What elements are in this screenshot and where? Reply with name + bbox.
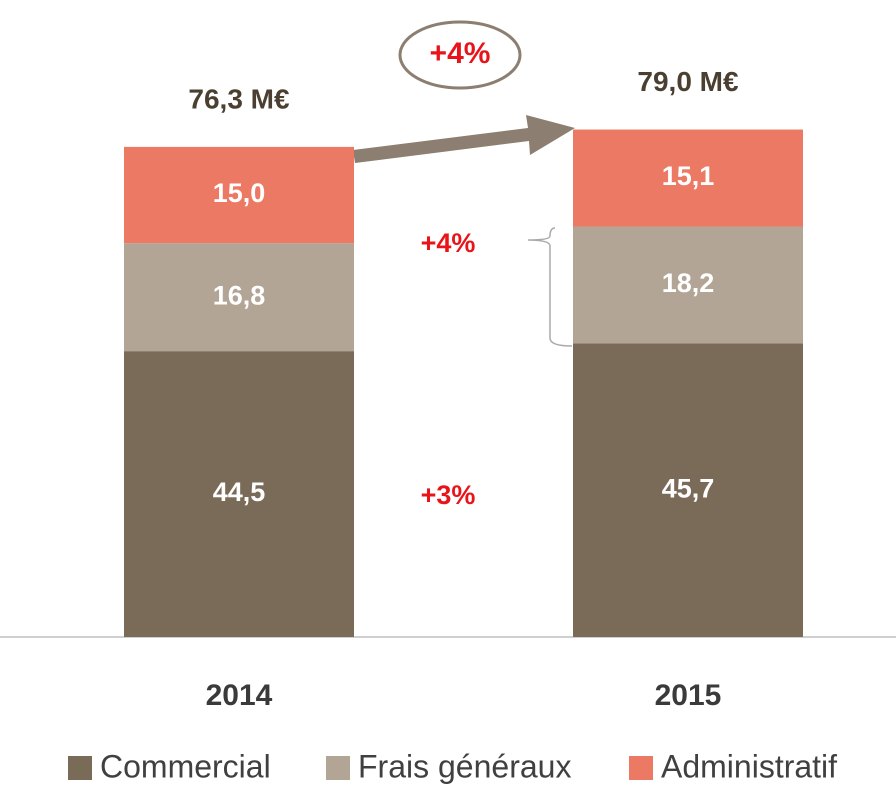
bracket: [527, 227, 573, 347]
legend-swatch: [326, 756, 350, 780]
legend-label: Commercial: [100, 748, 271, 784]
bar-segment: [124, 146, 354, 244]
value-label: 16,8: [213, 280, 266, 310]
value-label: 18,2: [662, 268, 715, 298]
total-label: 79,0 M€: [637, 66, 739, 97]
annotation: +4%: [430, 37, 491, 70]
growth-arrow: [353, 115, 575, 163]
annotation: +4%: [421, 228, 476, 258]
value-label: 15,1: [662, 161, 715, 191]
x-tick-label: 2015: [655, 679, 722, 712]
value-label: 44,5: [213, 477, 266, 507]
legend-label: Frais généraux: [358, 748, 571, 784]
annotation: +3%: [421, 480, 476, 510]
bar-segment: [573, 129, 803, 227]
total-label: 76,3 M€: [188, 83, 290, 114]
x-tick-label: 2014: [206, 679, 273, 712]
bar-segment: [573, 226, 803, 344]
annotation-circle: [398, 20, 522, 90]
legend-swatch: [68, 756, 92, 780]
legend-swatch: [629, 756, 653, 780]
bar-segment: [573, 343, 803, 637]
legend-label: Administratif: [661, 748, 837, 784]
value-label: 15,0: [213, 178, 266, 208]
bar-segment: [124, 351, 354, 637]
bar-segment: [124, 243, 354, 352]
value-label: 45,7: [662, 473, 715, 503]
